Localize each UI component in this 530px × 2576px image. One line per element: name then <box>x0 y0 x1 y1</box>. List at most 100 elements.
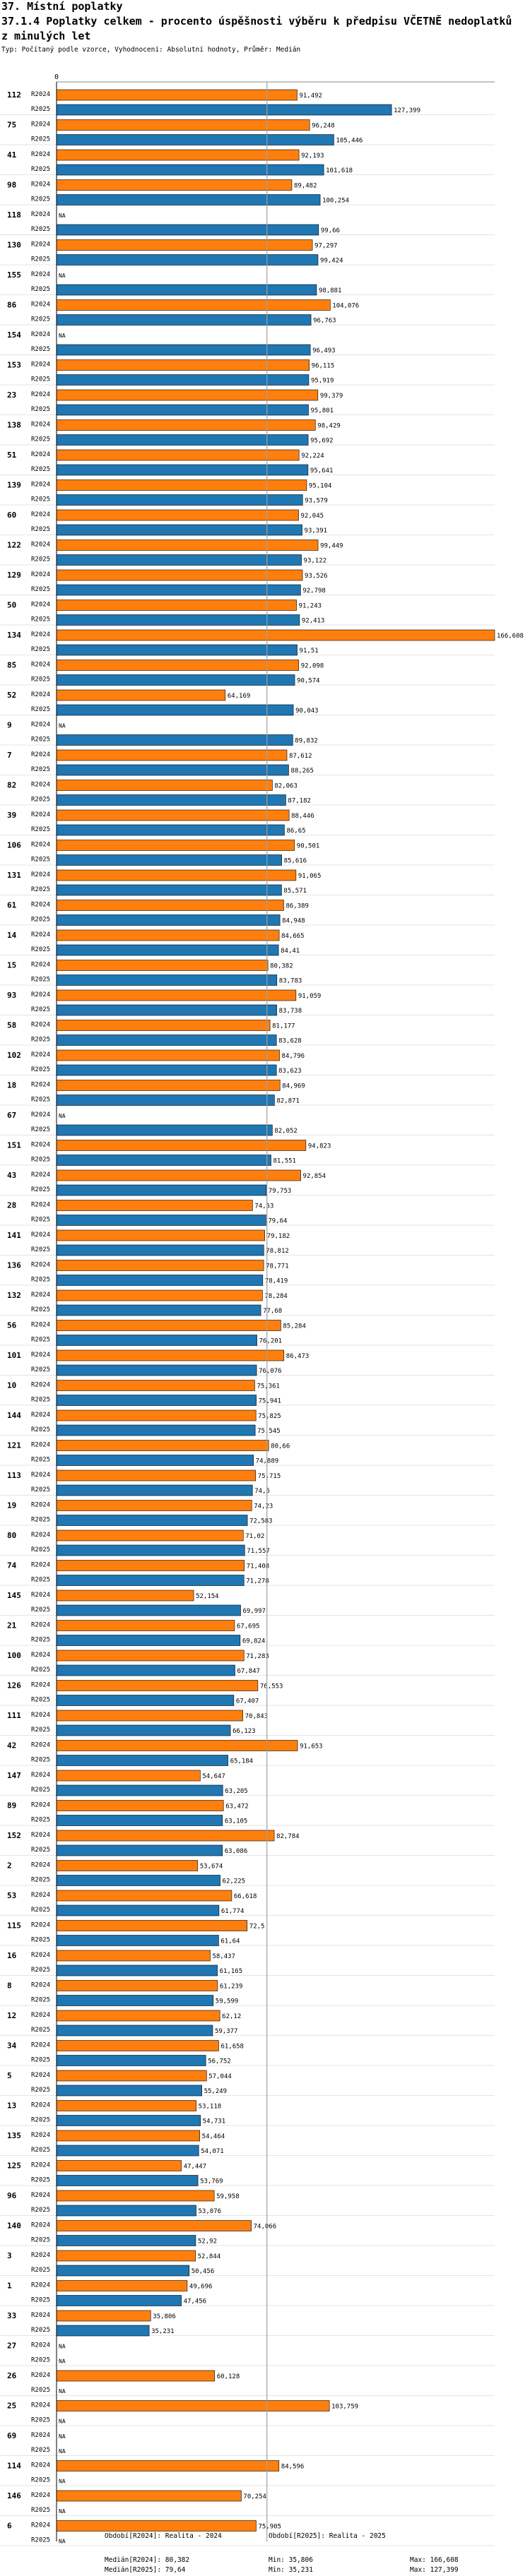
value-label: 96,763 <box>313 318 336 325</box>
bar-r2024-16 <box>56 1950 211 1962</box>
series-label-r2024: R2024 <box>31 91 50 98</box>
series-label-r2025: R2025 <box>31 917 50 924</box>
series-label-r2024: R2024 <box>31 1772 50 1779</box>
category-label: 39 <box>7 811 16 820</box>
category-label: 13 <box>7 2101 16 2111</box>
series-label-r2025: R2025 <box>31 1337 50 1344</box>
na-label: NA <box>59 213 66 219</box>
value-label: 93,391 <box>305 527 328 535</box>
series-label-r2025: R2025 <box>31 1817 50 1824</box>
series-label-r2024: R2024 <box>31 1562 50 1569</box>
series-label-r2024: R2024 <box>31 542 50 549</box>
bar-r2024-12 <box>56 2010 220 2022</box>
series-label-r2025: R2025 <box>31 1037 50 1044</box>
bar-r2024-138 <box>56 419 316 431</box>
bar-r2025-135 <box>56 2145 199 2157</box>
series-label-r2024: R2024 <box>31 631 50 638</box>
category-label: 26 <box>7 2371 17 2380</box>
category-label: 93 <box>7 991 16 1000</box>
category-label: 52 <box>7 691 16 700</box>
series-label-r2024: R2024 <box>31 181 50 189</box>
series-label-r2024: R2024 <box>31 2042 50 2049</box>
series-label-r2025: R2025 <box>31 886 50 893</box>
series-label-r2025: R2025 <box>31 2117 50 2124</box>
bar-r2024-96 <box>56 2190 215 2202</box>
series-label-r2024: R2024 <box>31 991 50 998</box>
value-label: 99,449 <box>320 543 343 550</box>
bar-r2024-6 <box>56 2520 257 2532</box>
series-label-r2024: R2024 <box>31 121 50 129</box>
bar-r2024-34 <box>56 2040 219 2051</box>
value-label: 58,437 <box>212 1953 235 1960</box>
bar-r2025-12 <box>56 2025 213 2037</box>
footer-min-2025: Min: 35,231 <box>269 2566 313 2574</box>
footer-median-2025: Medián[R2025]: 79,64 <box>105 2566 186 2574</box>
category-label: 152 <box>7 1831 21 1840</box>
value-label: 69,997 <box>242 1608 266 1615</box>
bar-r2024-33 <box>56 2310 151 2322</box>
value-label: 70,843 <box>245 1713 269 1720</box>
series-label-r2024: R2024 <box>31 1472 50 1479</box>
series-label-r2025: R2025 <box>31 526 50 533</box>
series-label-r2025: R2025 <box>31 2297 50 2304</box>
series-label-r2025: R2025 <box>31 616 50 624</box>
series-label-r2025: R2025 <box>31 556 50 564</box>
bar-r2024-39 <box>56 809 290 821</box>
value-label: 84,796 <box>282 1053 305 1060</box>
series-label-r2025: R2025 <box>31 2387 50 2394</box>
bar-r2025-16 <box>56 1964 218 1976</box>
bar-r2025-80 <box>56 1544 245 1556</box>
value-label: 75,715 <box>258 1473 281 1480</box>
series-label-r2024: R2024 <box>31 2132 50 2139</box>
value-label: 71,02 <box>245 1533 264 1540</box>
na-label: NA <box>59 2479 66 2485</box>
series-label-r2025: R2025 <box>31 2417 50 2424</box>
category-label: 60 <box>7 511 16 520</box>
series-label-r2025: R2025 <box>31 1397 50 1404</box>
bar-r2025-85 <box>56 674 295 686</box>
bar-r2025-9 <box>56 734 293 746</box>
value-label: 63,086 <box>225 1848 248 1855</box>
category-label: 86 <box>7 301 17 310</box>
value-label: 47,456 <box>184 2298 207 2306</box>
series-label-r2025: R2025 <box>31 1426 50 1433</box>
bar-r2025-132 <box>56 1304 261 1316</box>
footer-period-2025: Období[R2025]: Realita - 2025 <box>269 2532 386 2540</box>
bar-r2025-34 <box>56 2055 206 2066</box>
series-label-r2024: R2024 <box>31 782 50 789</box>
value-label: 98,881 <box>319 287 342 294</box>
value-label: 64,169 <box>228 693 251 700</box>
bar-r2025-152 <box>56 1844 223 1856</box>
series-label-r2024: R2024 <box>31 1862 50 1869</box>
category-label: 100 <box>7 1651 21 1660</box>
value-label: 88,265 <box>290 768 314 775</box>
series-label-r2025: R2025 <box>31 1217 50 1224</box>
bar-r2024-125 <box>56 2160 182 2171</box>
value-label: 72,583 <box>249 1518 273 1525</box>
bar-r2025-139 <box>56 494 303 506</box>
value-label: 52,154 <box>196 1593 219 1600</box>
series-label-r2024: R2024 <box>31 871 50 878</box>
bar-r2025-28 <box>56 1215 266 1226</box>
category-label: 7 <box>7 751 12 760</box>
series-label-r2024: R2024 <box>31 811 50 818</box>
category-label: 145 <box>7 1591 21 1600</box>
value-label: 72,5 <box>249 1924 265 1931</box>
category-label: 96 <box>7 2191 17 2200</box>
value-label: 88,446 <box>291 813 314 820</box>
value-label: 84,948 <box>282 918 305 925</box>
value-label: 82,052 <box>274 1128 298 1135</box>
series-label-r2025: R2025 <box>31 1306 50 1313</box>
series-label-r2024: R2024 <box>31 1412 50 1419</box>
series-label-r2024: R2024 <box>31 2342 50 2349</box>
na-label: NA <box>59 2448 66 2455</box>
bar-r2024-140 <box>56 2220 252 2231</box>
value-label: 95,104 <box>309 483 332 490</box>
series-label-r2024: R2024 <box>31 1082 50 1089</box>
series-label-r2025: R2025 <box>31 977 50 984</box>
category-label: 85 <box>7 661 16 670</box>
value-label: 78,284 <box>264 1293 288 1300</box>
series-label-r2025: R2025 <box>31 376 50 383</box>
category-label: 34 <box>7 2041 17 2051</box>
value-label: 84,665 <box>281 933 305 940</box>
